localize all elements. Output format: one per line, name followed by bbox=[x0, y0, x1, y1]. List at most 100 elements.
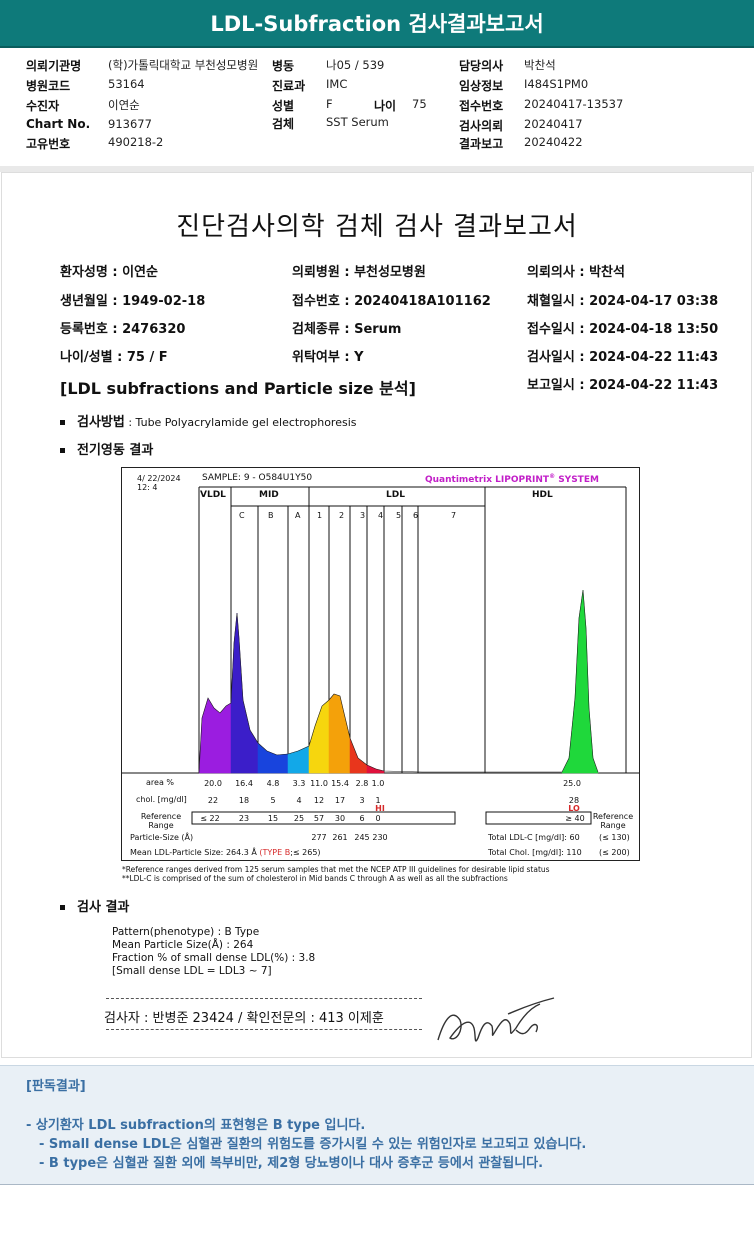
ward-label: 병동 bbox=[272, 59, 295, 73]
report-field-received: 접수일시 : 2024-04-18 13:50 bbox=[527, 322, 719, 337]
specimen-value: SST Serum bbox=[326, 115, 389, 129]
report-field-registration: 등록번호 : 2476320 bbox=[60, 322, 186, 337]
tester-line: 검사자 : 반병준 23424 / 확인전문의 : 413 이제훈 bbox=[104, 1011, 384, 1026]
institution-value: (학)가톨릭대학교 부천성모병원 bbox=[108, 58, 259, 72]
total-ldl-ref: (≤ 130) bbox=[599, 833, 630, 842]
mean-size-label: Mean LDL-Particle Size: 264.3 Å (TYPE B;… bbox=[130, 848, 321, 857]
chart-time: 12: 4 bbox=[137, 483, 158, 492]
ldl-sub-4: 4 bbox=[378, 511, 384, 520]
chol-value: 17 bbox=[335, 796, 345, 805]
reference-value: 0 bbox=[375, 814, 380, 823]
age-label: 나이 bbox=[374, 99, 397, 113]
reference-value: 25 bbox=[294, 814, 304, 823]
report-field-age-sex: 나이/성별 : 75 / F bbox=[60, 350, 168, 365]
chart-brand: Quantimetrix LIPOPRINT® SYSTEM bbox=[425, 473, 599, 485]
method-line: 검사방법 : Tube Polyacrylamide gel electroph… bbox=[60, 411, 357, 430]
mid-sub-c: C bbox=[239, 511, 245, 520]
ldl3-peak bbox=[349, 737, 368, 774]
handwritten-signature bbox=[437, 997, 555, 1042]
chol-value: 18 bbox=[239, 796, 249, 805]
method-value: : Tube Polyacrylamide gel electrophoresi… bbox=[124, 416, 357, 429]
chart-no-label: Chart No. bbox=[26, 117, 91, 131]
sex-label: 성별 bbox=[272, 99, 295, 113]
electrophoresis-trace bbox=[198, 589, 599, 774]
report-title: LDL-Subfraction 검사결과보고서 bbox=[210, 12, 544, 36]
clinical-label: 임상정보 bbox=[459, 79, 504, 93]
doctor-label: 담당의사 bbox=[459, 59, 504, 73]
patient-info-section: 의뢰기관명 (학)가톨릭대학교 부천성모병원 병원코드 53164 수진자 이연… bbox=[0, 48, 754, 167]
reference-value: 57 bbox=[314, 814, 324, 823]
particle-size-value: 230 bbox=[372, 833, 387, 842]
reference-box-hdl bbox=[485, 811, 592, 825]
report-field-hospital: 의뢰병원 : 부천성모병원 bbox=[292, 265, 426, 280]
reference-value: 15 bbox=[268, 814, 278, 823]
area-pct-value: 20.0 bbox=[204, 779, 222, 788]
mid-sub-b: B bbox=[268, 511, 274, 520]
particle-size-label: Particle-Size (Å) bbox=[130, 833, 194, 842]
unique-no-label: 고유번호 bbox=[26, 137, 71, 151]
unique-no-value: 490218-2 bbox=[108, 135, 164, 149]
hi-flag: HI bbox=[375, 804, 385, 813]
report-field-birthdate: 생년월일 : 1949-02-18 bbox=[60, 294, 206, 309]
reference-value: 6 bbox=[359, 814, 364, 823]
report-label: 결과보고 bbox=[459, 137, 504, 151]
chol-value: 28 bbox=[569, 796, 579, 805]
report-date-value: 20240422 bbox=[524, 135, 583, 149]
lipoprint-chart: 4/ 22/2024 12: 4 SAMPLE: 9 - O584U1Y50 Q… bbox=[121, 467, 640, 861]
registered-mark: ® bbox=[549, 473, 556, 480]
area-pct-value: 4.8 bbox=[267, 779, 280, 788]
chart-brand-system: SYSTEM bbox=[555, 475, 599, 485]
result-mean-size: Mean Particle Size(Å) : 264 bbox=[112, 939, 254, 951]
report-field-reported: 보고일시 : 2024-04-22 11:43 bbox=[527, 378, 719, 393]
chart-date: 4/ 22/2024 bbox=[137, 474, 181, 483]
chart-sample: SAMPLE: 9 - O584U1Y50 bbox=[202, 473, 313, 483]
mid-sub-a: A bbox=[295, 511, 301, 520]
ldl-sub-3: 3 bbox=[360, 511, 366, 520]
band-label-ldl: LDL bbox=[386, 490, 405, 500]
chol-value: 22 bbox=[208, 796, 218, 805]
chol-row-label: chol. [mg/dl] bbox=[136, 795, 187, 804]
particle-size-value: 245 bbox=[354, 833, 369, 842]
test-result-heading: 검사 결과 bbox=[60, 896, 129, 915]
mean-type-end: ;≤ 265) bbox=[290, 848, 321, 857]
signature-divider-bottom bbox=[106, 1029, 422, 1030]
ldl-sub-7: 7 bbox=[451, 511, 457, 520]
sex-value: F bbox=[326, 97, 333, 111]
chart-brand-name: Quantimetrix LIPOPRINT bbox=[425, 475, 550, 485]
result-fraction: Fraction % of small dense LDL(%) : 3.8 bbox=[112, 952, 316, 964]
dept-value: IMC bbox=[326, 77, 348, 91]
result-pattern: Pattern(phenotype) : B Type bbox=[112, 926, 260, 938]
age-value: 75 bbox=[412, 97, 427, 111]
particle-size-value: 277 bbox=[311, 833, 326, 842]
reference-value: 23 bbox=[239, 814, 249, 823]
report-field-consignment: 위탁여부 : Y bbox=[292, 350, 364, 365]
reference-value: ≥ 40 bbox=[565, 814, 584, 823]
doctor-value: 박찬석 bbox=[524, 58, 556, 72]
footnote-ldl-c: **LDL-C is comprised of the sum of chole… bbox=[122, 874, 508, 883]
total-chol: Total Chol. [mg/dl]: 110 bbox=[488, 848, 582, 857]
ldl-sub-1: 1 bbox=[317, 511, 323, 520]
reference-value: 30 bbox=[335, 814, 345, 823]
area-pct-value: 15.4 bbox=[331, 779, 349, 788]
reference-box bbox=[191, 811, 456, 825]
ldl-sub-6: 6 bbox=[413, 511, 419, 520]
area-pct-value: 11.0 bbox=[310, 779, 328, 788]
report-field-collected: 채혈일시 : 2024-04-17 03:38 bbox=[527, 294, 719, 309]
opinion-title: [판독결과] bbox=[26, 1079, 86, 1094]
opinion-line-2: - Small dense LDL은 심혈관 질환의 위험도를 증가시킬 수 있… bbox=[39, 1137, 587, 1152]
ref-row-label: Reference Range bbox=[140, 812, 182, 830]
bullet-icon bbox=[60, 905, 65, 910]
bullet-icon bbox=[60, 448, 65, 453]
mean-type: (TYPE B bbox=[259, 848, 291, 857]
reference-value: ≤ 22 bbox=[200, 814, 219, 823]
electrophoresis-heading: 전기영동 결과 bbox=[60, 439, 153, 458]
scanned-report-title: 진단검사의학 검체 검사 결과보고서 bbox=[176, 212, 578, 242]
mean-size-value: 264.3 Å bbox=[225, 848, 257, 857]
area-pct-value: 1.0 bbox=[372, 779, 385, 788]
chol-value: 1 bbox=[375, 796, 380, 805]
chol-value: 12 bbox=[314, 796, 324, 805]
band-label-mid: MID bbox=[259, 490, 279, 500]
test-result-label: 검사 결과 bbox=[77, 900, 130, 915]
hospital-code-value: 53164 bbox=[108, 77, 145, 91]
opinion-body bbox=[0, 1104, 754, 1185]
